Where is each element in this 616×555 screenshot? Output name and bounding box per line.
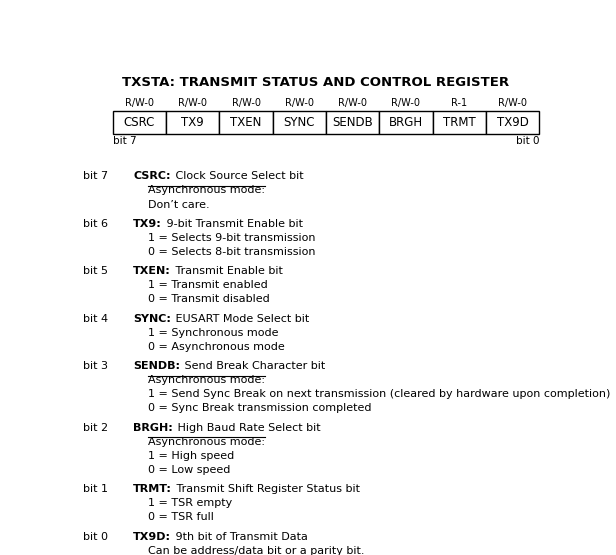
Text: Asynchronous mode:: Asynchronous mode: [148,437,265,447]
Text: TXEN: TXEN [230,116,262,129]
Text: Clock Source Select bit: Clock Source Select bit [172,171,303,181]
Text: TX9D:: TX9D: [133,532,171,542]
Text: SENDB: SENDB [332,116,373,129]
Text: SYNC: SYNC [283,116,315,129]
Text: 9-bit Transmit Enable bit: 9-bit Transmit Enable bit [163,219,303,229]
Text: TRMT: TRMT [443,116,476,129]
Text: 1 = High speed: 1 = High speed [148,451,234,461]
Text: Asynchronous mode:: Asynchronous mode: [148,185,265,195]
Text: Transmit Enable bit: Transmit Enable bit [172,266,283,276]
Text: R/W-0: R/W-0 [178,98,207,108]
Bar [219,112,273,134]
Text: bit 7: bit 7 [83,171,108,181]
Text: bit 2: bit 2 [83,422,108,432]
Text: CSRC:: CSRC: [133,171,171,181]
Text: 0 = Asynchronous mode: 0 = Asynchronous mode [148,342,285,352]
Text: 0 = Sync Break transmission completed: 0 = Sync Break transmission completed [148,403,371,413]
Text: TX9:: TX9: [133,219,162,229]
Bar [326,112,379,134]
Text: R-1: R-1 [451,98,468,108]
Text: bit 5: bit 5 [83,266,108,276]
Text: bit 4: bit 4 [83,314,108,324]
Bar [486,112,539,134]
Text: 0 = Selects 8-bit transmission: 0 = Selects 8-bit transmission [148,247,315,257]
Text: SENDB:: SENDB: [133,361,180,371]
Text: TX9D: TX9D [496,116,529,129]
Text: R/W-0: R/W-0 [498,98,527,108]
Text: R/W-0: R/W-0 [125,98,154,108]
Text: R/W-0: R/W-0 [338,98,367,108]
Text: 0 = TSR full: 0 = TSR full [148,512,214,522]
Text: Can be address/data bit or a parity bit.: Can be address/data bit or a parity bit. [148,546,364,555]
Text: 0 = Transmit disabled: 0 = Transmit disabled [148,294,269,304]
Text: 1 = Selects 9-bit transmission: 1 = Selects 9-bit transmission [148,233,315,243]
Text: 1 = Transmit enabled: 1 = Transmit enabled [148,280,267,290]
Text: 1 = Send Sync Break on next transmission (cleared by hardware upon completion): 1 = Send Sync Break on next transmission… [148,389,610,399]
Text: TXEN:: TXEN: [133,266,171,276]
Text: 1 = Synchronous mode: 1 = Synchronous mode [148,327,278,337]
Text: 0 = Low speed: 0 = Low speed [148,465,230,475]
Bar [166,112,219,134]
Text: Send Break Character bit: Send Break Character bit [181,361,325,371]
Text: TX9: TX9 [181,116,204,129]
Text: R/W-0: R/W-0 [391,98,420,108]
Text: 9th bit of Transmit Data: 9th bit of Transmit Data [172,532,308,542]
Text: BRGH:: BRGH: [133,422,173,432]
Text: SYNC:: SYNC: [133,314,171,324]
Text: Don’t care.: Don’t care. [148,199,209,209]
Bar [432,112,486,134]
Text: 1 = TSR empty: 1 = TSR empty [148,498,232,508]
Text: R/W-0: R/W-0 [232,98,261,108]
Text: EUSART Mode Select bit: EUSART Mode Select bit [172,314,309,324]
Text: bit 1: bit 1 [83,484,108,494]
Text: bit 0: bit 0 [83,532,108,542]
Text: bit 0: bit 0 [516,136,539,146]
Bar [379,112,432,134]
Text: bit 7: bit 7 [113,136,136,146]
Text: CSRC: CSRC [124,116,155,129]
Text: TRMT:: TRMT: [133,484,172,494]
Text: High Baud Rate Select bit: High Baud Rate Select bit [174,422,320,432]
Text: Asynchronous mode:: Asynchronous mode: [148,375,265,385]
Text: BRGH: BRGH [389,116,423,129]
Text: bit 3: bit 3 [83,361,108,371]
Text: R/W-0: R/W-0 [285,98,314,108]
Bar [113,112,166,134]
Text: TXSTA: TRANSMIT STATUS AND CONTROL REGISTER: TXSTA: TRANSMIT STATUS AND CONTROL REGIS… [122,77,509,89]
Bar [273,112,326,134]
Text: bit 6: bit 6 [83,219,108,229]
Text: Transmit Shift Register Status bit: Transmit Shift Register Status bit [173,484,360,494]
